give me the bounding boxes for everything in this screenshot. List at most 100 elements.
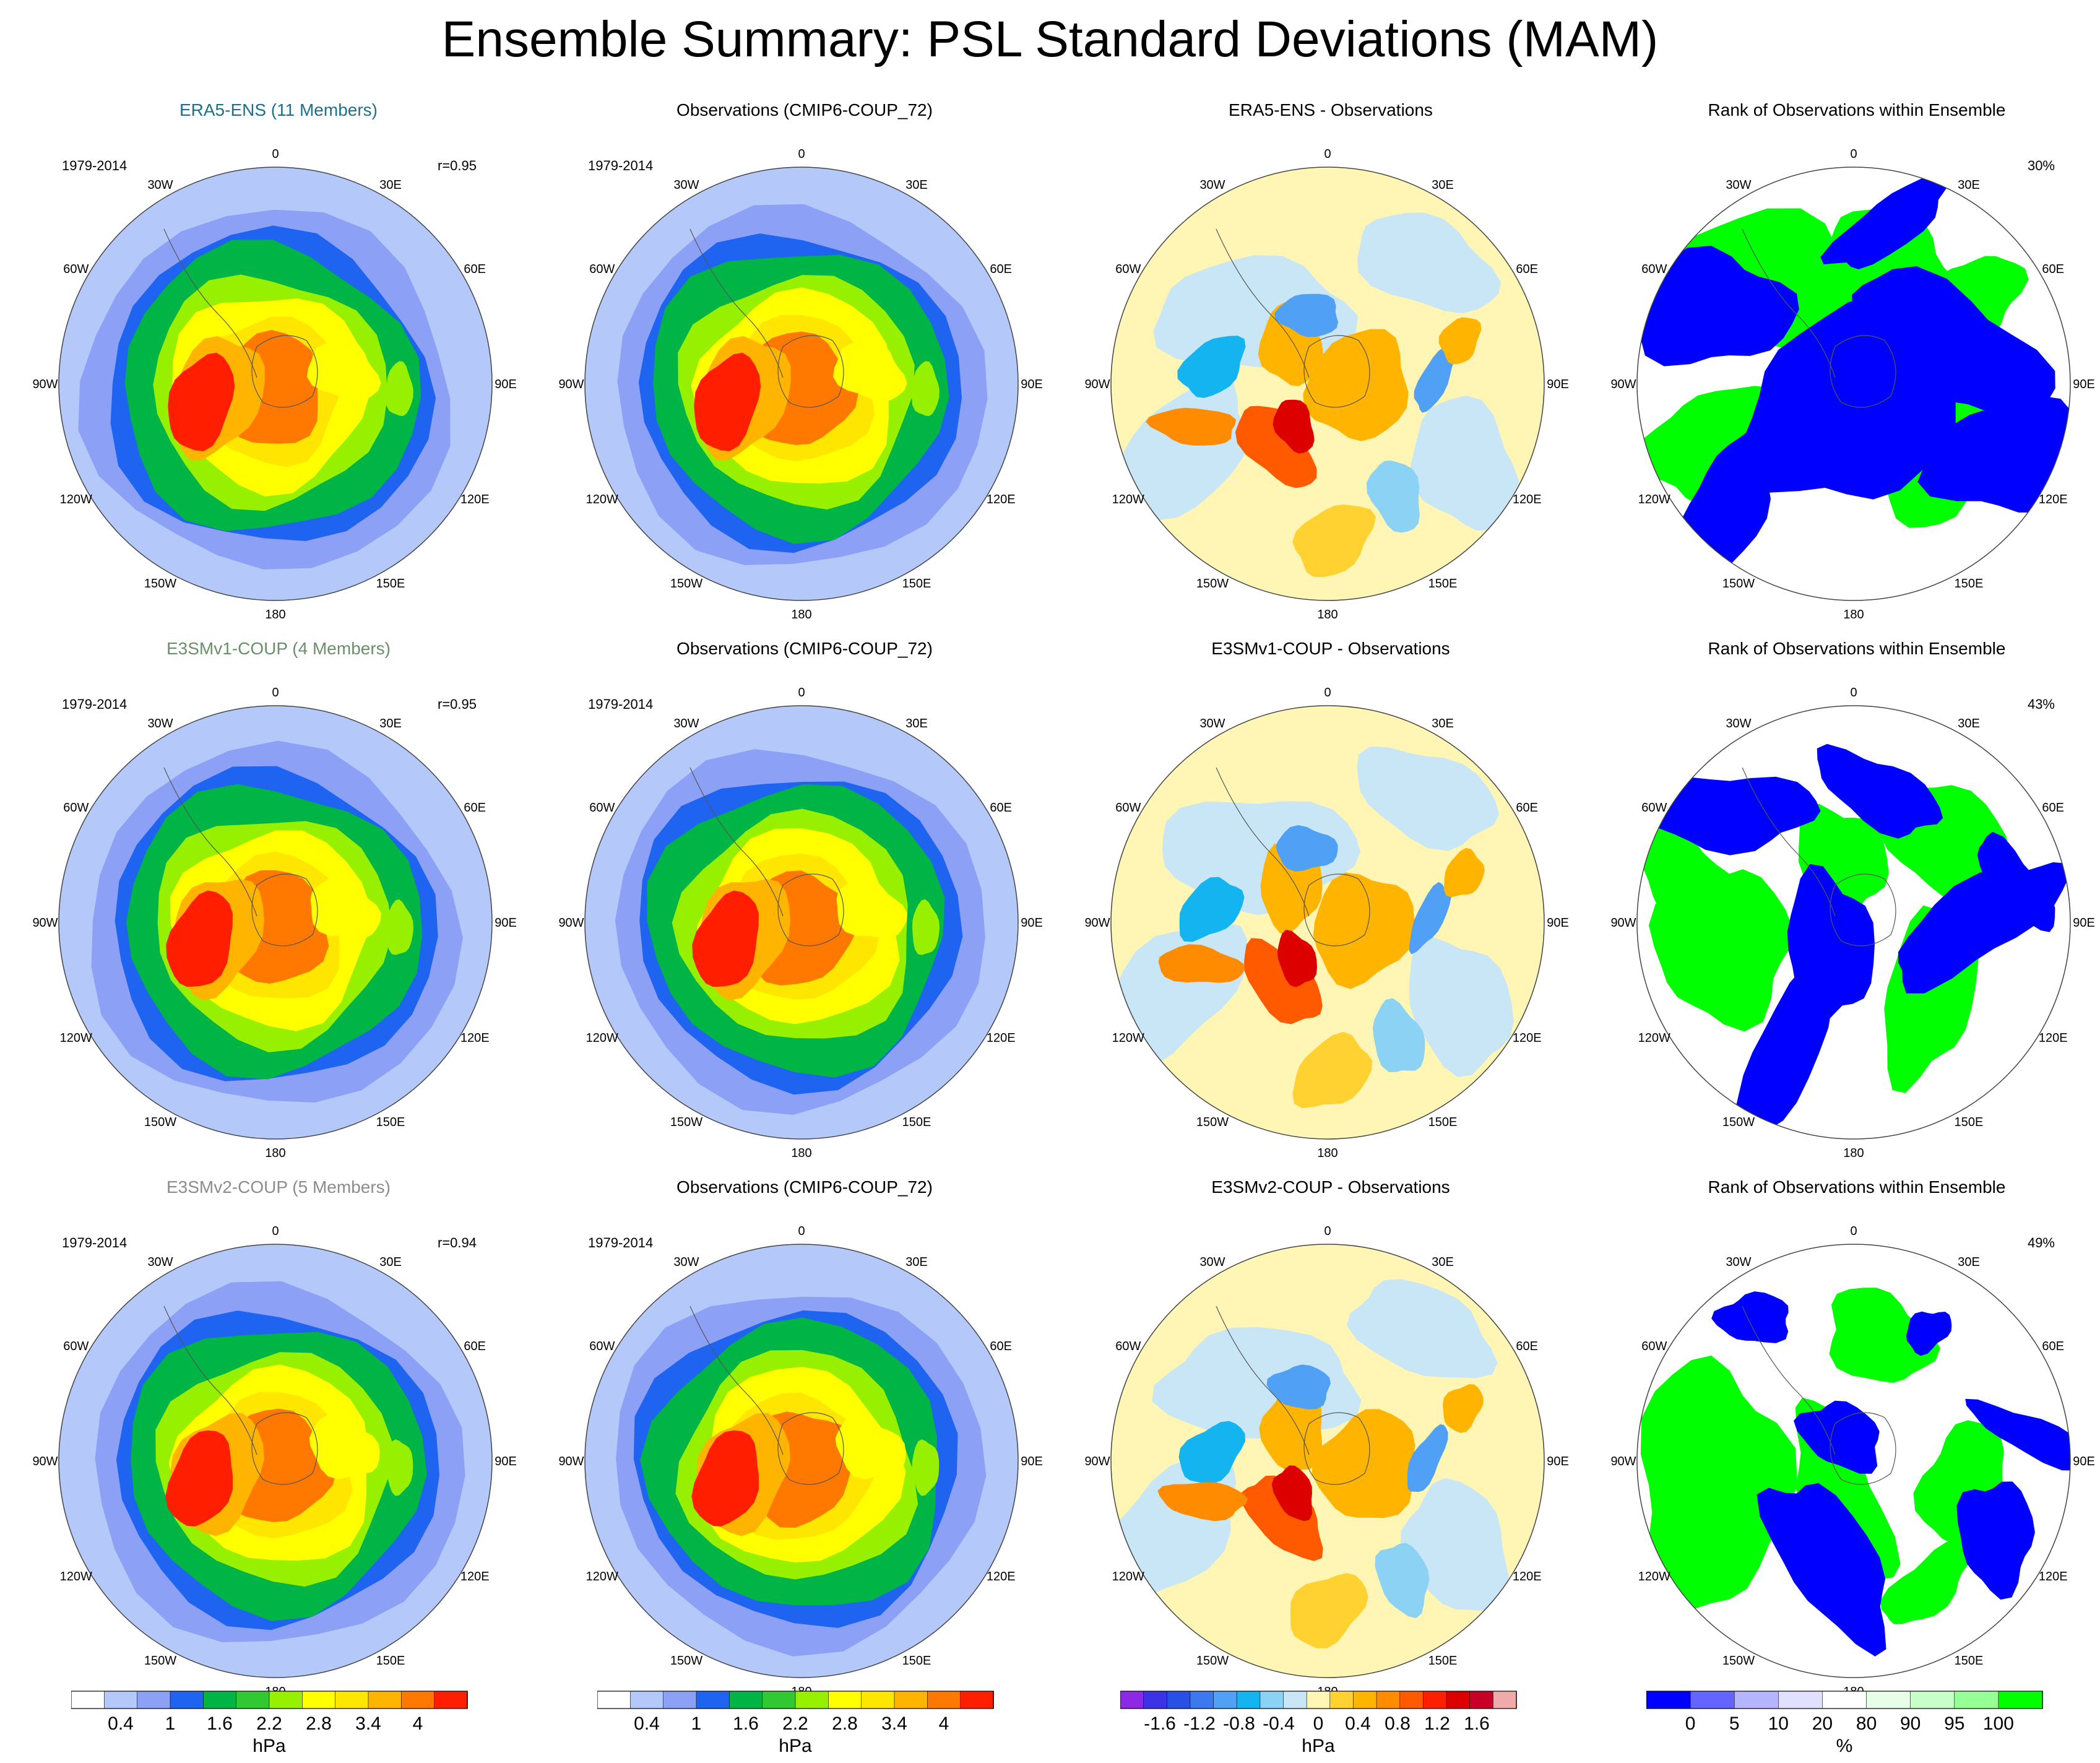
period-label: 1979-2014 xyxy=(588,158,654,173)
panel-title: Observations (CMIP6-COUP_72) xyxy=(676,1177,933,1197)
contour-region xyxy=(1411,396,1519,531)
colorbar-swatch xyxy=(71,1691,105,1709)
coastline xyxy=(163,1306,257,1455)
longitude-label: 60W xyxy=(1115,262,1141,276)
rank-percent-label: 49% xyxy=(2027,1235,2055,1250)
contour-region xyxy=(1347,1279,1498,1379)
longitude-label: 180 xyxy=(265,608,285,622)
map-field xyxy=(59,167,492,600)
contour-region xyxy=(1711,1291,1789,1343)
longitude-label: 150E xyxy=(1955,1115,1984,1129)
colorbar-tick-label: 1.6 xyxy=(207,1713,233,1734)
map-boundary xyxy=(1110,1244,1545,1678)
stddev-colorbar-1: 0.4 1 1.6 2.2 2.8 3.4 4 hPa xyxy=(71,1690,473,1763)
longitude-label: 90W xyxy=(1610,378,1636,391)
colorbar-tick-label: 100 xyxy=(1983,1713,2014,1734)
colorbar-tick-label: 0.4 xyxy=(1345,1713,1371,1734)
longitude-label: 30W xyxy=(1199,178,1225,192)
colorbar-tick-label: 3.4 xyxy=(355,1713,381,1734)
longitude-label: 30E xyxy=(905,178,928,192)
coastline xyxy=(1303,335,1370,408)
longitude-label: 150W xyxy=(144,1115,176,1129)
colorbar-swatch xyxy=(301,1691,336,1709)
colorbar-swatch xyxy=(827,1691,862,1709)
coastline xyxy=(251,1412,318,1485)
coastline xyxy=(163,767,257,917)
colorbar-swatch xyxy=(927,1691,961,1709)
colorbar-swatch xyxy=(729,1691,763,1709)
contour-region xyxy=(1313,872,1415,989)
colorbar-swatch xyxy=(1778,1691,1823,1709)
rank-colorbar-svg: 0 5 10 20 80 90 95 100 xyxy=(1646,1691,2043,1734)
colorbar-swatch xyxy=(1329,1691,1354,1709)
longitude-label: 0 xyxy=(798,686,805,700)
longitude-label: 90W xyxy=(1084,1455,1110,1468)
longitude-label: 90W xyxy=(1610,916,1636,930)
longitude-label: 120E xyxy=(987,493,1016,506)
longitude-label: 0 xyxy=(1324,1224,1331,1238)
longitude-label: 150E xyxy=(1955,1654,1984,1668)
colorbar-swatch xyxy=(236,1691,270,1709)
longitude-label: 30E xyxy=(379,1255,402,1269)
longitude-label: 30E xyxy=(905,1255,928,1269)
contour-region xyxy=(1311,1409,1415,1518)
contour-region xyxy=(1637,246,1799,366)
colorbar-swatch xyxy=(960,1691,994,1709)
longitude-label: 150W xyxy=(1196,577,1229,591)
map-field xyxy=(1637,167,2070,600)
longitude-label: 150W xyxy=(1722,577,1755,591)
colorbar-swatch xyxy=(1866,1691,1911,1709)
longitude-label: 180 xyxy=(1317,1146,1337,1160)
colorbar-swatch xyxy=(1423,1691,1447,1709)
panel-title: Rank of Observations within Ensemble xyxy=(1708,1177,2006,1197)
contour-region xyxy=(1366,460,1420,533)
longitude-label: 90E xyxy=(1547,378,1569,391)
colorbar-swatch xyxy=(400,1691,435,1709)
longitude-label: 150W xyxy=(144,577,176,591)
period-label: 1979-2014 xyxy=(62,1235,127,1250)
longitude-label: 90E xyxy=(495,916,517,930)
longitude-label: 60E xyxy=(990,1340,1012,1353)
stddev-colorbar-2: 0.4 1 1.6 2.2 2.8 3.4 4 hPa xyxy=(597,1690,1000,1763)
longitude-label: 120W xyxy=(1638,1570,1670,1583)
colorbar-swatch xyxy=(1734,1691,1779,1709)
colorbar-tick-label: 0.4 xyxy=(108,1713,134,1734)
longitude-label: 90W xyxy=(32,1455,58,1468)
colorbar-swatch xyxy=(137,1691,171,1709)
longitude-label: 90W xyxy=(1084,378,1110,391)
colorbar-tick-label: 4 xyxy=(413,1713,423,1734)
contour-region xyxy=(1794,1400,1880,1474)
coastline xyxy=(251,335,318,408)
colorbar-tick-label: 2.2 xyxy=(782,1713,808,1734)
longitude-label: 60E xyxy=(1516,1340,1538,1353)
longitude-label: 120E xyxy=(2039,1570,2068,1583)
longitude-label: 120E xyxy=(1513,1570,1542,1583)
longitude-label: 90E xyxy=(495,1455,517,1468)
contour-region xyxy=(1292,1031,1373,1109)
contour-region xyxy=(833,340,907,402)
coastline xyxy=(689,1306,784,1455)
contour-region xyxy=(1303,329,1409,441)
contour-region xyxy=(1640,1355,1798,1610)
correlation-label: r=0.95 xyxy=(438,158,477,173)
colorbar-swatch xyxy=(434,1691,468,1709)
longitude-label: 150W xyxy=(1722,1115,1755,1129)
contour-region xyxy=(1372,998,1425,1072)
longitude-label: 150E xyxy=(376,1115,405,1129)
contour-region xyxy=(1880,1540,1974,1624)
colorbar-tick-label: -0.4 xyxy=(1263,1713,1295,1734)
colorbar-tick-label: 90 xyxy=(1900,1713,1921,1734)
contour-region xyxy=(1290,1573,1368,1648)
colorbar-swatch xyxy=(663,1691,697,1709)
contour-region xyxy=(1829,1288,1940,1383)
longitude-label: 30W xyxy=(673,1255,699,1269)
colorbar-swatch xyxy=(368,1691,402,1709)
longitude-label: 150E xyxy=(376,1654,405,1668)
colorbar-tick-label: 0.4 xyxy=(634,1713,660,1734)
longitude-label: 60E xyxy=(2042,262,2064,276)
contour-region xyxy=(1357,212,1502,314)
panel-title: ERA5-ENS - Observations xyxy=(1229,100,1433,119)
